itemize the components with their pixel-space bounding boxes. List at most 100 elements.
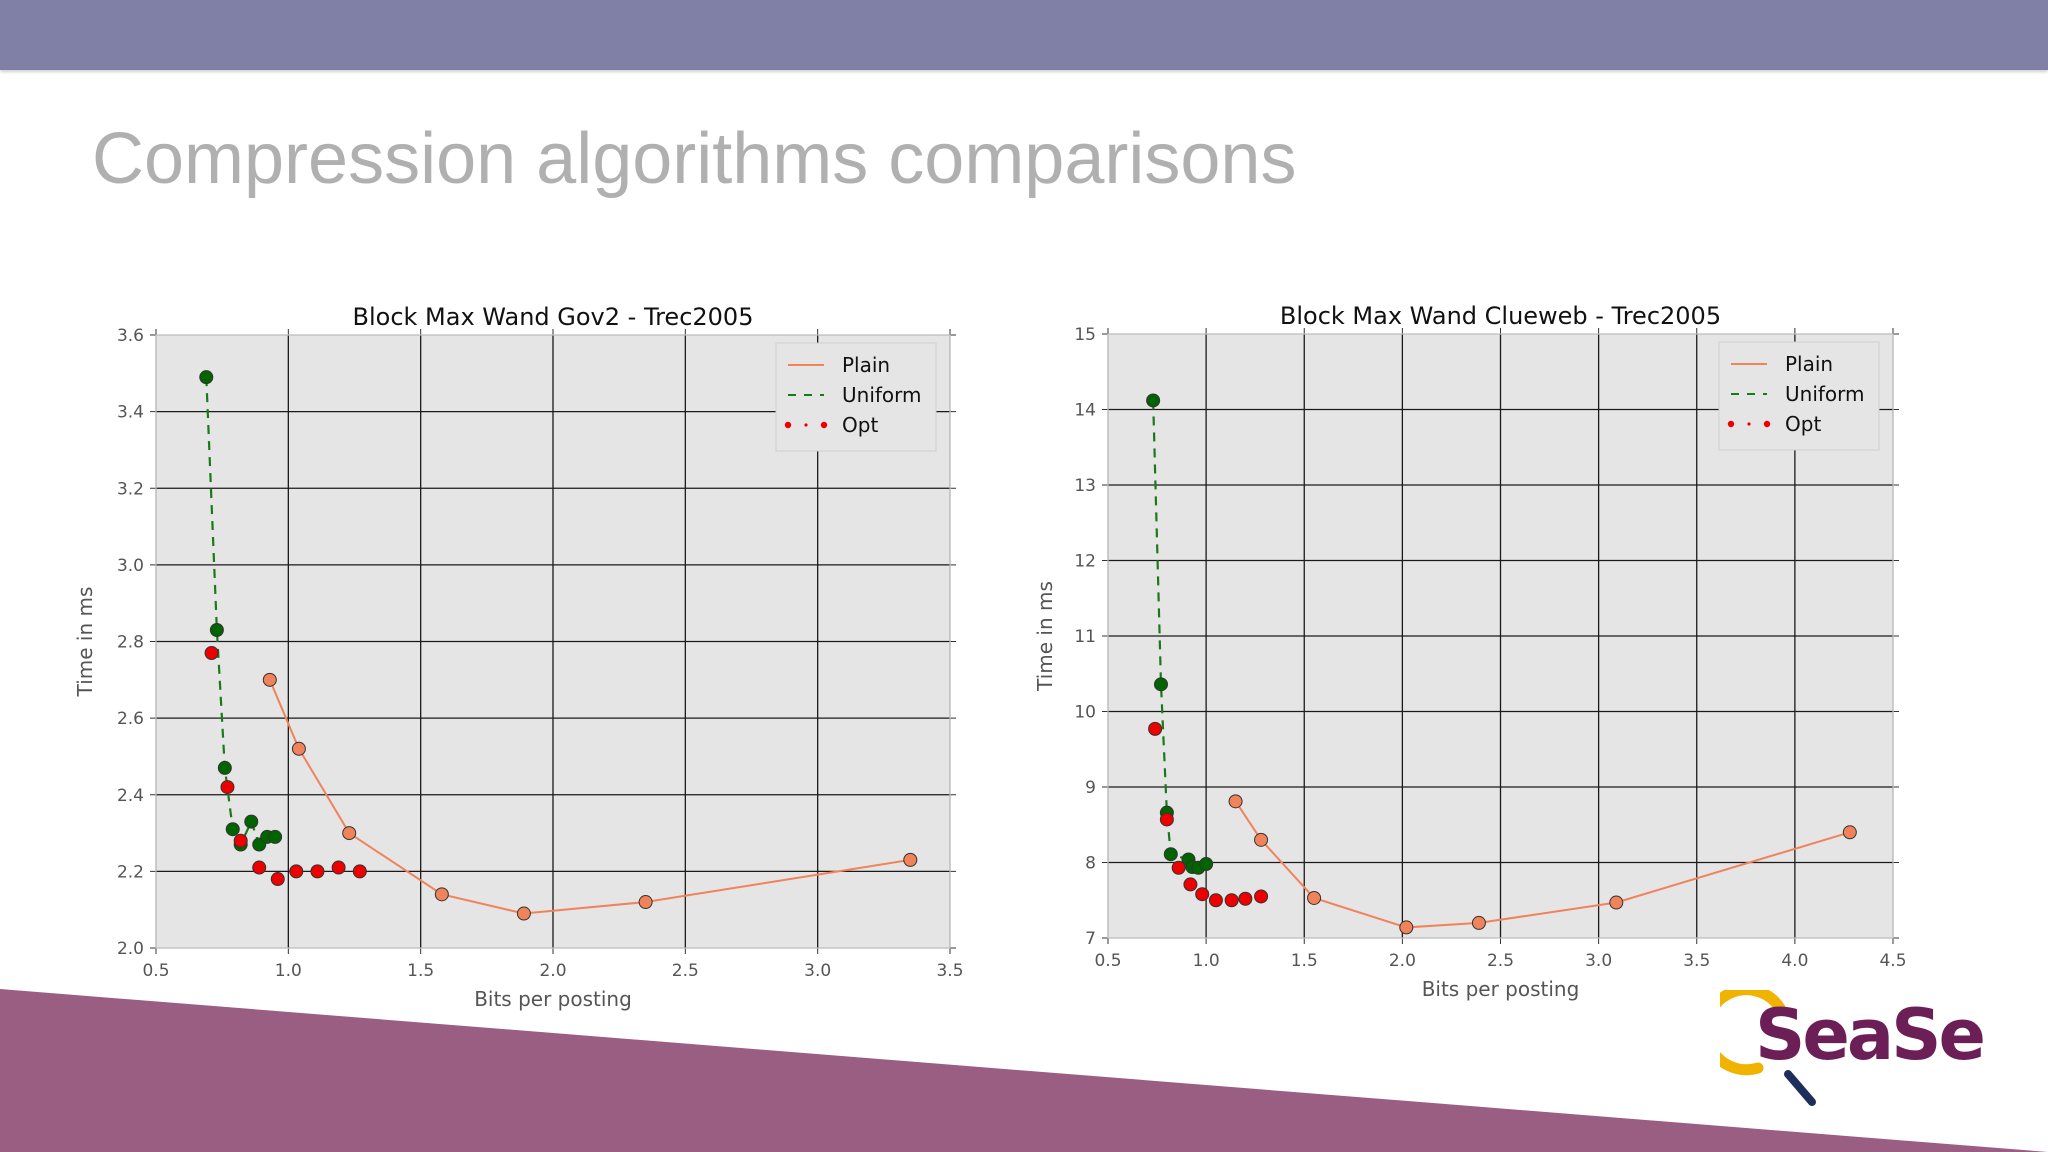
plot-frame xyxy=(1107,333,1894,939)
series-opt xyxy=(204,645,367,887)
data-point-plain xyxy=(903,852,918,867)
y-axis-label: Time in ms xyxy=(73,587,97,698)
data-point-uniform xyxy=(1153,677,1168,692)
y-tick-label: 2.8 xyxy=(117,633,144,653)
y-tick-label: 10 xyxy=(1074,703,1096,723)
data-point-plain xyxy=(262,672,277,687)
data-point-plain xyxy=(1399,920,1414,935)
x-tick-label: 1.5 xyxy=(407,961,434,981)
x-tick-label: 2.0 xyxy=(539,961,566,981)
data-point-opt xyxy=(1254,889,1269,904)
y-tick-label: 3.6 xyxy=(117,326,144,346)
x-tick-label: 1.0 xyxy=(275,961,302,981)
series-plain xyxy=(262,672,918,921)
chart-title: Block Max Wand Gov2 - Trec2005 xyxy=(353,303,754,331)
slide-title: Compression algorithms comparisons xyxy=(92,119,1297,199)
x-tick-label: 1.0 xyxy=(1193,951,1220,971)
x-tick-label: 3.0 xyxy=(1585,951,1612,971)
x-tick-label: 3.5 xyxy=(936,961,963,981)
data-point-opt xyxy=(233,833,248,848)
chart-clueweb: 0.5 1.0 1.5 2.0 2.5 3.0 3.5 4.0 4.5 7 8 9 10 11 12 13 14… xyxy=(1030,290,1930,1020)
y-tick-label: 9 xyxy=(1085,778,1096,798)
legend-box xyxy=(1718,341,1880,451)
data-point-uniform xyxy=(268,829,283,844)
y-tick-label: 2.4 xyxy=(117,786,144,806)
chart-title: Block Max Wand Clueweb - Trec2005 xyxy=(1280,302,1721,330)
bottom-band xyxy=(0,989,2048,1152)
data-point-opt xyxy=(1238,891,1253,906)
y-axis-label: Time in ms xyxy=(1033,581,1057,692)
data-point-uniform xyxy=(217,760,232,775)
data-point-plain xyxy=(1228,794,1243,809)
x-tick-label: 3.0 xyxy=(804,961,831,981)
data-point-uniform xyxy=(225,822,240,837)
legend-box xyxy=(775,342,937,452)
data-point-opt xyxy=(1148,721,1163,736)
data-point-opt xyxy=(1159,812,1174,827)
legend-swatch-opt xyxy=(1747,422,1751,426)
legend-label-opt: Opt xyxy=(1785,412,1821,436)
data-point-plain xyxy=(1254,832,1269,847)
y-tick-label: 2.6 xyxy=(117,709,144,729)
data-point-opt xyxy=(289,864,304,879)
legend-label-plain: Plain xyxy=(1785,352,1833,376)
legend: Plain Uniform Opt xyxy=(1718,341,1880,451)
x-tick-label: 1.5 xyxy=(1291,951,1318,971)
series-opt xyxy=(1148,721,1269,908)
plot-frame xyxy=(155,334,951,949)
data-point-opt xyxy=(1171,860,1186,875)
data-point-opt xyxy=(331,860,346,875)
data-point-plain xyxy=(1609,895,1624,910)
legend-label-uniform: Uniform xyxy=(1785,382,1865,406)
data-point-opt xyxy=(204,645,219,660)
data-point-plain xyxy=(1471,915,1486,930)
x-tick-label: 2.5 xyxy=(672,961,699,981)
data-point-opt xyxy=(1195,887,1210,902)
y-tick-label: 15 xyxy=(1074,325,1096,345)
chart-clueweb-svg: 0.5 1.0 1.5 2.0 2.5 3.0 3.5 4.0 4.5 7 8 9 10 11 12 13 14… xyxy=(1033,302,1907,1001)
y-tick-label: 3.2 xyxy=(117,479,144,499)
x-axis-label: Bits per posting xyxy=(474,987,632,1011)
x-axis-label: Bits per posting xyxy=(1422,977,1580,1001)
y-tick-label: 2.2 xyxy=(117,862,144,882)
data-point-uniform xyxy=(209,623,224,638)
series-plain xyxy=(1228,794,1857,935)
y-tick-label: 2.0 xyxy=(117,939,144,959)
y-tick-label: 7 xyxy=(1085,929,1096,949)
data-point-plain xyxy=(291,741,306,756)
y-tick-label: 8 xyxy=(1085,854,1096,874)
data-point-plain xyxy=(434,887,449,902)
y-tick-label: 13 xyxy=(1074,476,1096,496)
data-point-plain xyxy=(516,906,531,921)
data-point-opt xyxy=(270,872,285,887)
legend-swatch-opt xyxy=(804,423,808,427)
data-point-uniform xyxy=(244,814,259,829)
logo-text: SeaSe xyxy=(1755,994,1986,1076)
y-tick-label: 3.0 xyxy=(117,556,144,576)
y-tick-label: 11 xyxy=(1074,627,1096,647)
legend-swatch-opt xyxy=(784,421,792,429)
data-point-opt xyxy=(1208,893,1223,908)
data-point-plain xyxy=(1307,890,1322,905)
data-point-uniform xyxy=(199,370,214,385)
data-point-uniform xyxy=(1146,393,1161,408)
data-point-plain xyxy=(1842,825,1857,840)
data-point-uniform xyxy=(1163,847,1178,862)
legend-swatch-opt xyxy=(1727,420,1735,428)
x-tick-label: 4.5 xyxy=(1879,951,1906,971)
legend-swatch-opt xyxy=(1763,420,1771,428)
data-point-opt xyxy=(352,864,367,879)
data-point-opt xyxy=(310,864,325,879)
chart-gov2: 0.5 1.0 1.5 2.0 2.5 3.0 3.5 2.0 2.2 2.4 2.6 2.8 3.0 3… xyxy=(70,290,970,1020)
legend-label-uniform: Uniform xyxy=(842,383,922,407)
y-tick-label: 12 xyxy=(1074,552,1096,572)
top-bar xyxy=(0,0,2048,70)
data-point-opt xyxy=(1224,893,1239,908)
logo: SeaSe xyxy=(1720,990,1986,1115)
x-tick-label: 2.0 xyxy=(1389,951,1416,971)
magnifier-logo-icon xyxy=(1720,990,1816,1106)
legend-label-opt: Opt xyxy=(842,413,878,437)
data-point-opt xyxy=(252,860,267,875)
data-point-opt xyxy=(220,780,235,795)
x-tick-label: 2.5 xyxy=(1487,951,1514,971)
